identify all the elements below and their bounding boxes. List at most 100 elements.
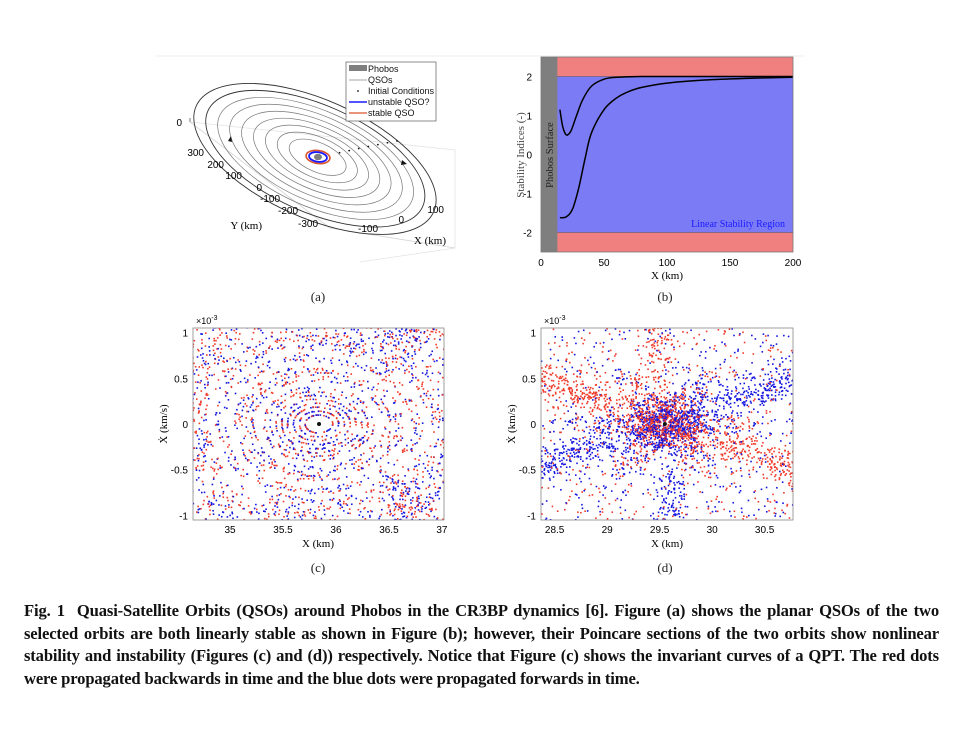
poincare-point <box>300 323 302 325</box>
poincare-point <box>212 329 214 331</box>
poincare-point <box>704 432 707 434</box>
poincare-point <box>309 508 312 511</box>
poincare-point <box>293 419 295 422</box>
poincare-point <box>227 398 230 401</box>
poincare-point <box>651 394 654 397</box>
poincare-point <box>355 497 358 500</box>
poincare-point <box>626 377 628 380</box>
poincare-point <box>223 406 226 409</box>
poincare-point <box>355 525 357 527</box>
poincare-point <box>273 402 275 404</box>
poincare-point <box>261 505 263 507</box>
poincare-point <box>640 438 643 440</box>
poincare-point <box>178 437 180 439</box>
poincare-point <box>361 334 363 336</box>
poincare-point <box>278 444 281 447</box>
poincare-point <box>182 358 184 360</box>
poincare-point <box>363 435 366 437</box>
poincare-point <box>407 469 410 472</box>
poincare-point <box>256 356 259 359</box>
poincare-point <box>688 415 690 417</box>
poincare-point <box>661 431 664 434</box>
poincare-point <box>233 466 235 469</box>
poincare-point <box>684 443 686 445</box>
poincare-point <box>331 357 334 359</box>
poincare-point <box>277 541 279 543</box>
poincare-point <box>401 512 403 515</box>
poincare-point <box>212 524 214 526</box>
poincare-point <box>380 469 382 471</box>
poincare-point <box>700 400 703 403</box>
poincare-point <box>285 449 287 451</box>
poincare-point <box>449 408 451 410</box>
poincare-point <box>313 380 316 382</box>
poincare-point <box>321 369 324 371</box>
poincare-point <box>162 466 164 468</box>
poincare-point <box>675 431 677 434</box>
poincare-point <box>323 391 325 393</box>
poincare-point <box>315 414 317 416</box>
poincare-point <box>638 432 640 435</box>
poincare-point <box>733 418 735 420</box>
poincare-point <box>656 446 659 449</box>
poincare-point <box>221 486 223 489</box>
poincare-point <box>639 445 642 447</box>
poincare-point <box>314 528 316 530</box>
poincare-point <box>359 384 362 386</box>
poincare-point <box>199 381 201 384</box>
poincare-point <box>453 468 455 470</box>
poincare-point <box>299 536 301 538</box>
poincare-point <box>243 396 245 399</box>
poincare-point <box>395 518 397 520</box>
poincare-point <box>694 421 697 423</box>
poincare-point <box>277 545 279 547</box>
poincare-point <box>332 422 334 425</box>
poincare-point <box>637 378 640 381</box>
poincare-point <box>225 392 228 395</box>
poincare-point <box>474 351 476 353</box>
poincare-point <box>198 349 200 352</box>
poincare-point <box>186 488 188 490</box>
poincare-point <box>378 372 381 374</box>
poincare-point <box>307 490 310 492</box>
poincare-point <box>390 512 392 515</box>
poincare-point <box>434 325 436 327</box>
poincare-point <box>314 394 317 397</box>
poincare-point <box>628 431 631 433</box>
poincare-point <box>338 412 340 415</box>
poincare-point <box>268 346 270 349</box>
poincare-point <box>129 409 131 411</box>
poincare-point <box>470 435 472 437</box>
poincare-point <box>337 442 340 445</box>
poincare-point <box>691 407 694 410</box>
poincare-point <box>614 420 617 422</box>
poincare-point <box>437 470 439 473</box>
poincare-point <box>428 484 431 487</box>
poincare-point <box>430 406 433 408</box>
poincare-point <box>262 504 265 506</box>
poincare-point <box>304 438 306 441</box>
poincare-point <box>393 322 395 324</box>
poincare-point <box>688 435 690 437</box>
poincare-point <box>696 449 698 452</box>
poincare-point <box>222 496 225 498</box>
poincare-point <box>282 541 284 543</box>
poincare-point <box>428 496 431 498</box>
poincare-point <box>288 506 291 509</box>
poincare-point <box>691 424 694 427</box>
poincare-point <box>203 491 206 494</box>
poincare-point <box>350 347 352 350</box>
poincare-point <box>299 477 302 480</box>
poincare-point <box>297 522 299 524</box>
poincare-point <box>731 418 733 421</box>
poincare-point <box>215 423 218 426</box>
poincare-point <box>236 516 239 518</box>
poincare-point <box>437 487 440 489</box>
x-tick: 50 <box>598 258 610 269</box>
poincare-point <box>296 313 298 315</box>
poincare-point <box>431 469 433 471</box>
poincare-point <box>285 298 287 300</box>
poincare-point <box>320 341 323 343</box>
poincare-point <box>658 421 661 423</box>
poincare-point <box>218 328 221 330</box>
